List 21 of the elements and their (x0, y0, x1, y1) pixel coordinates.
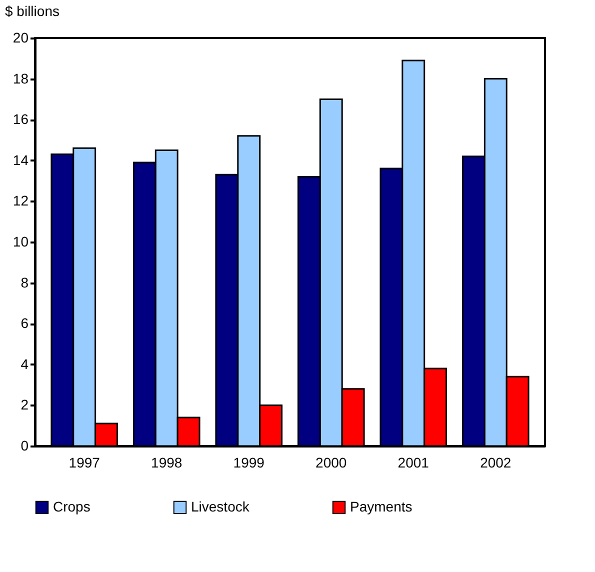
x-tick-label: 1997 (68, 454, 100, 470)
y-tick-label: 14 (12, 152, 29, 168)
y-tick-label: 2 (20, 396, 29, 413)
y-tick-label: 18 (12, 70, 29, 86)
x-tick-label: 2001 (398, 454, 430, 470)
y-axis-title: $ billions (5, 3, 60, 19)
x-tick-label: 2002 (480, 454, 512, 470)
y-tick-label: 0 (20, 438, 29, 454)
y-tick-label: 12 (12, 192, 29, 209)
x-tick-label: 1998 (151, 454, 182, 470)
y-tick-label: 6 (20, 315, 29, 332)
y-tick-label: 8 (20, 274, 29, 290)
x-tick-label: 2000 (316, 454, 347, 470)
legend-label: Payments (350, 498, 412, 514)
legend-label: Livestock (191, 498, 250, 514)
legend-label: Crops (53, 498, 90, 514)
y-tick-label: 16 (12, 111, 29, 128)
x-tick-label: 1999 (233, 454, 265, 470)
y-tick-label: 10 (12, 234, 29, 250)
y-tick-label: 4 (20, 356, 29, 372)
y-tick-label: 20 (12, 30, 29, 46)
